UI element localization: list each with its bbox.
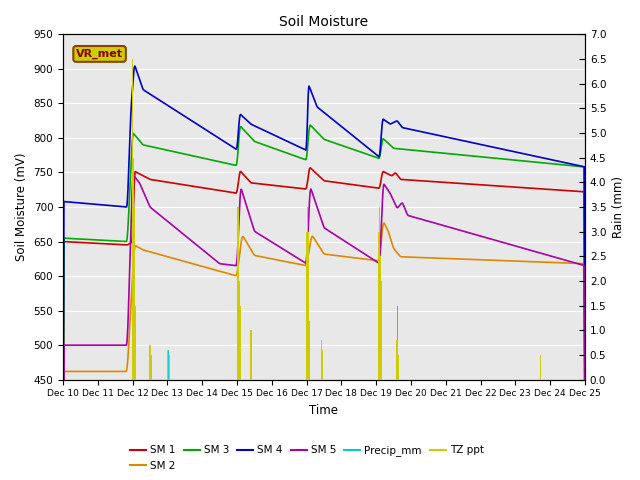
Bar [134,256,135,380]
Bar [135,306,136,380]
Bar [239,306,241,380]
Y-axis label: Soil Moisture (mV): Soil Moisture (mV) [15,153,28,261]
Bar [132,59,133,380]
Bar [133,207,134,380]
Bar [151,355,152,380]
Bar [237,232,238,380]
Bar [251,340,252,380]
Bar [150,281,152,380]
Bar [168,355,170,380]
Bar [307,207,308,380]
Bar [380,330,381,380]
Bar [239,281,240,380]
Bar [149,345,150,380]
Bar [540,355,541,380]
Bar [308,321,310,380]
Bar [167,350,168,380]
Bar [251,345,252,380]
Bar [379,207,380,380]
Bar [250,330,252,380]
Bar [398,355,399,380]
Bar [397,350,398,380]
Bar [380,281,381,380]
Bar [237,306,238,380]
Bar [379,306,380,380]
Bar [132,158,134,380]
Bar [397,306,398,380]
Legend: SM 1, SM 2, SM 3, SM 4, SM 5, Precip_mm, TZ ppt: SM 1, SM 2, SM 3, SM 4, SM 5, Precip_mm,… [126,441,488,475]
Bar [540,365,541,380]
Bar [307,232,308,380]
X-axis label: Time: Time [310,404,339,417]
Bar [321,340,322,380]
Bar [380,256,381,380]
Text: VR_met: VR_met [76,49,123,59]
Bar [306,232,307,380]
Y-axis label: Rain (mm): Rain (mm) [612,176,625,238]
Bar [132,281,133,380]
Bar [133,232,134,380]
Bar [321,350,323,380]
Bar [134,256,136,380]
Bar [237,207,239,380]
Bar [308,281,309,380]
Bar [238,232,239,380]
Bar [378,232,380,380]
Bar [396,340,397,380]
Bar [381,306,382,380]
Title: Soil Moisture: Soil Moisture [280,15,369,29]
